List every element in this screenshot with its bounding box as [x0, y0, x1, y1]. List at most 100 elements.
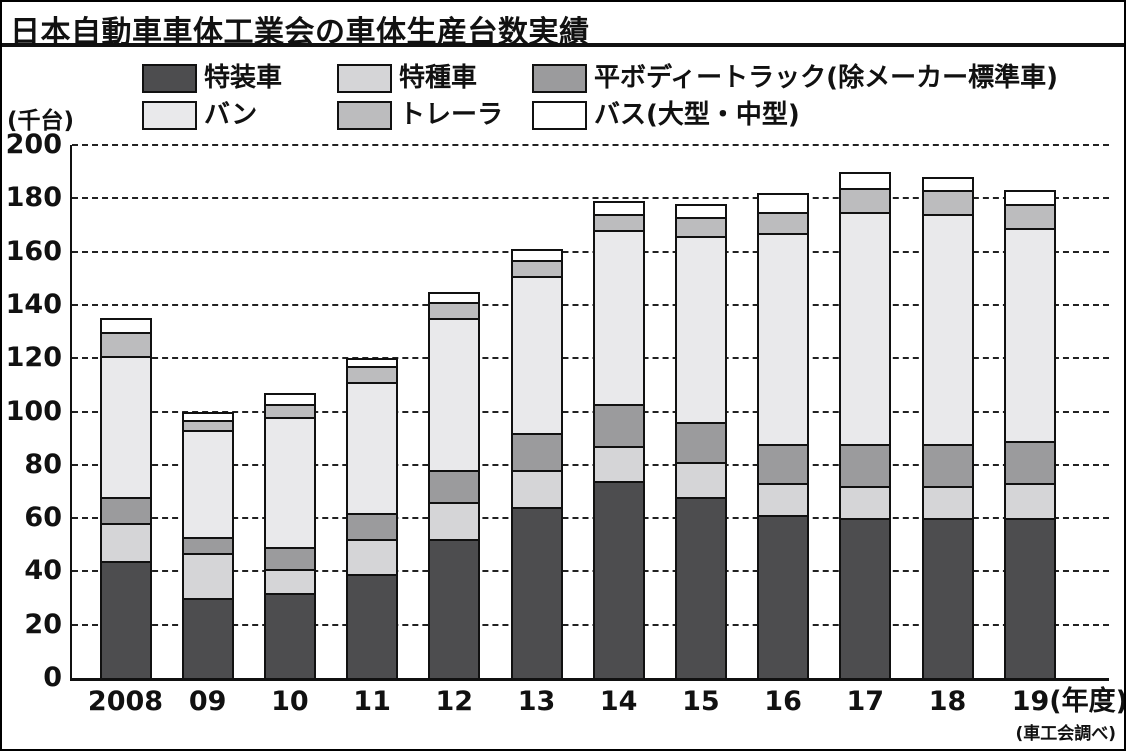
bar-segment — [674, 235, 727, 423]
bar-segment — [1003, 227, 1056, 441]
legend-label: バン — [204, 100, 258, 130]
bar-segment — [181, 430, 234, 537]
y-axis-tick-label: 160 — [5, 235, 62, 267]
bar-segment — [757, 483, 810, 516]
x-axis-tick-label: 09 — [188, 686, 227, 717]
bar-segment — [674, 422, 727, 463]
legend-item: 特装車 — [142, 63, 282, 93]
bar-segment — [428, 470, 481, 503]
bar-segment — [99, 560, 152, 678]
bar-segment — [181, 598, 234, 678]
y-axis-tick-label: 100 — [5, 395, 62, 427]
bar-segment — [839, 171, 892, 188]
gridline — [72, 357, 1109, 360]
bar-18 — [921, 177, 974, 678]
legend-item: 特種車 — [337, 63, 477, 93]
legend-label: 特種車 — [399, 63, 478, 93]
bar-segment — [757, 211, 810, 233]
legend-swatch — [532, 100, 587, 130]
bar-segment — [346, 366, 399, 383]
bar-09 — [181, 411, 234, 678]
x-axis-tick-label: 13 — [517, 686, 556, 717]
bar-segment — [674, 203, 727, 217]
legend-label: トレーラ — [399, 100, 504, 130]
gridline — [72, 570, 1109, 573]
bar-segment — [181, 411, 234, 420]
bar-segment — [263, 392, 316, 404]
bar-segment — [921, 486, 974, 519]
bar-segment — [181, 419, 234, 431]
bar-segment — [428, 502, 481, 540]
bar-segment — [839, 443, 892, 487]
y-axis-tick-label: 80 — [24, 448, 62, 480]
bar-segment — [428, 318, 481, 471]
x-axis-tick-label: 18 — [928, 686, 967, 717]
bar-segment — [428, 291, 481, 303]
bar-segment — [346, 358, 399, 367]
y-axis-tick-label: 40 — [24, 555, 62, 587]
x-axis-tick-label: 10 — [271, 686, 309, 717]
bar-segment — [181, 536, 234, 553]
bar-segment — [181, 552, 234, 599]
x-axis-tick-label: 11 — [353, 686, 391, 717]
bar-segment — [921, 518, 974, 678]
y-axis-tick-label: 0 — [43, 662, 62, 693]
x-axis-tick-label: 12 — [435, 686, 474, 717]
x-axis-tick-label: 16 — [764, 686, 802, 717]
bar-segment — [1003, 190, 1056, 204]
y-axis-tick-label: 60 — [24, 502, 62, 534]
bar-segment — [1003, 483, 1056, 519]
bar-segment — [839, 187, 892, 212]
gridline — [72, 623, 1109, 626]
x-axis-tick-label: 15 — [682, 686, 720, 717]
bar-segment — [99, 496, 152, 524]
bar-15 — [674, 203, 727, 678]
bar-17 — [839, 171, 892, 678]
x-axis-tick-label: 19(年度) — [1011, 686, 1126, 717]
bar-16 — [757, 193, 810, 678]
bar-segment — [510, 248, 563, 260]
bar-segment — [1003, 518, 1056, 678]
legend-swatch — [337, 100, 392, 130]
bar-segment — [1003, 203, 1056, 228]
gridline — [72, 144, 1109, 146]
bar-segment — [592, 480, 645, 678]
bar-12 — [428, 291, 481, 678]
bar-segment — [510, 507, 563, 678]
legend-swatch — [532, 63, 587, 93]
chart-title: 日本自動車車体工業会の車体生産台数実績 — [2, 2, 1124, 50]
legend-item: バン — [142, 100, 257, 130]
y-axis-tick-label: 20 — [24, 608, 62, 640]
bar-segment — [346, 539, 399, 575]
bar-segment — [510, 432, 563, 471]
gridline — [72, 463, 1109, 466]
source-note: (車工会調べ) — [1015, 724, 1116, 744]
legend-label: 特装車 — [204, 63, 283, 93]
bar-13 — [510, 248, 563, 678]
gridline — [72, 410, 1109, 413]
bar-segment — [99, 331, 152, 356]
bar-segment — [428, 539, 481, 678]
bar-segment — [510, 259, 563, 276]
bar-segment — [757, 515, 810, 678]
bar-segment — [510, 275, 563, 433]
bar-segment — [510, 470, 563, 508]
bar-segment — [428, 302, 481, 319]
gridline — [72, 250, 1109, 253]
bar-segment — [592, 230, 645, 404]
bar-segment — [263, 547, 316, 569]
bar-segment — [921, 190, 974, 215]
bar-segment — [674, 216, 727, 236]
bar-segment — [757, 232, 810, 444]
plot-area: 2008 09 10 11 12 13 14 15 16 17 18 19(年度) — [70, 144, 1124, 716]
bar-19 — [1003, 190, 1056, 678]
legend-item: トレーラ — [337, 100, 503, 130]
bar-10 — [263, 392, 316, 678]
bar-segment — [592, 446, 645, 481]
bar-segment — [921, 214, 974, 444]
y-axis-tick-label: 120 — [5, 342, 62, 374]
bar-2008 — [99, 318, 152, 678]
legend-item: バス(大型・中型) — [532, 100, 800, 130]
bar-segment — [839, 211, 892, 444]
